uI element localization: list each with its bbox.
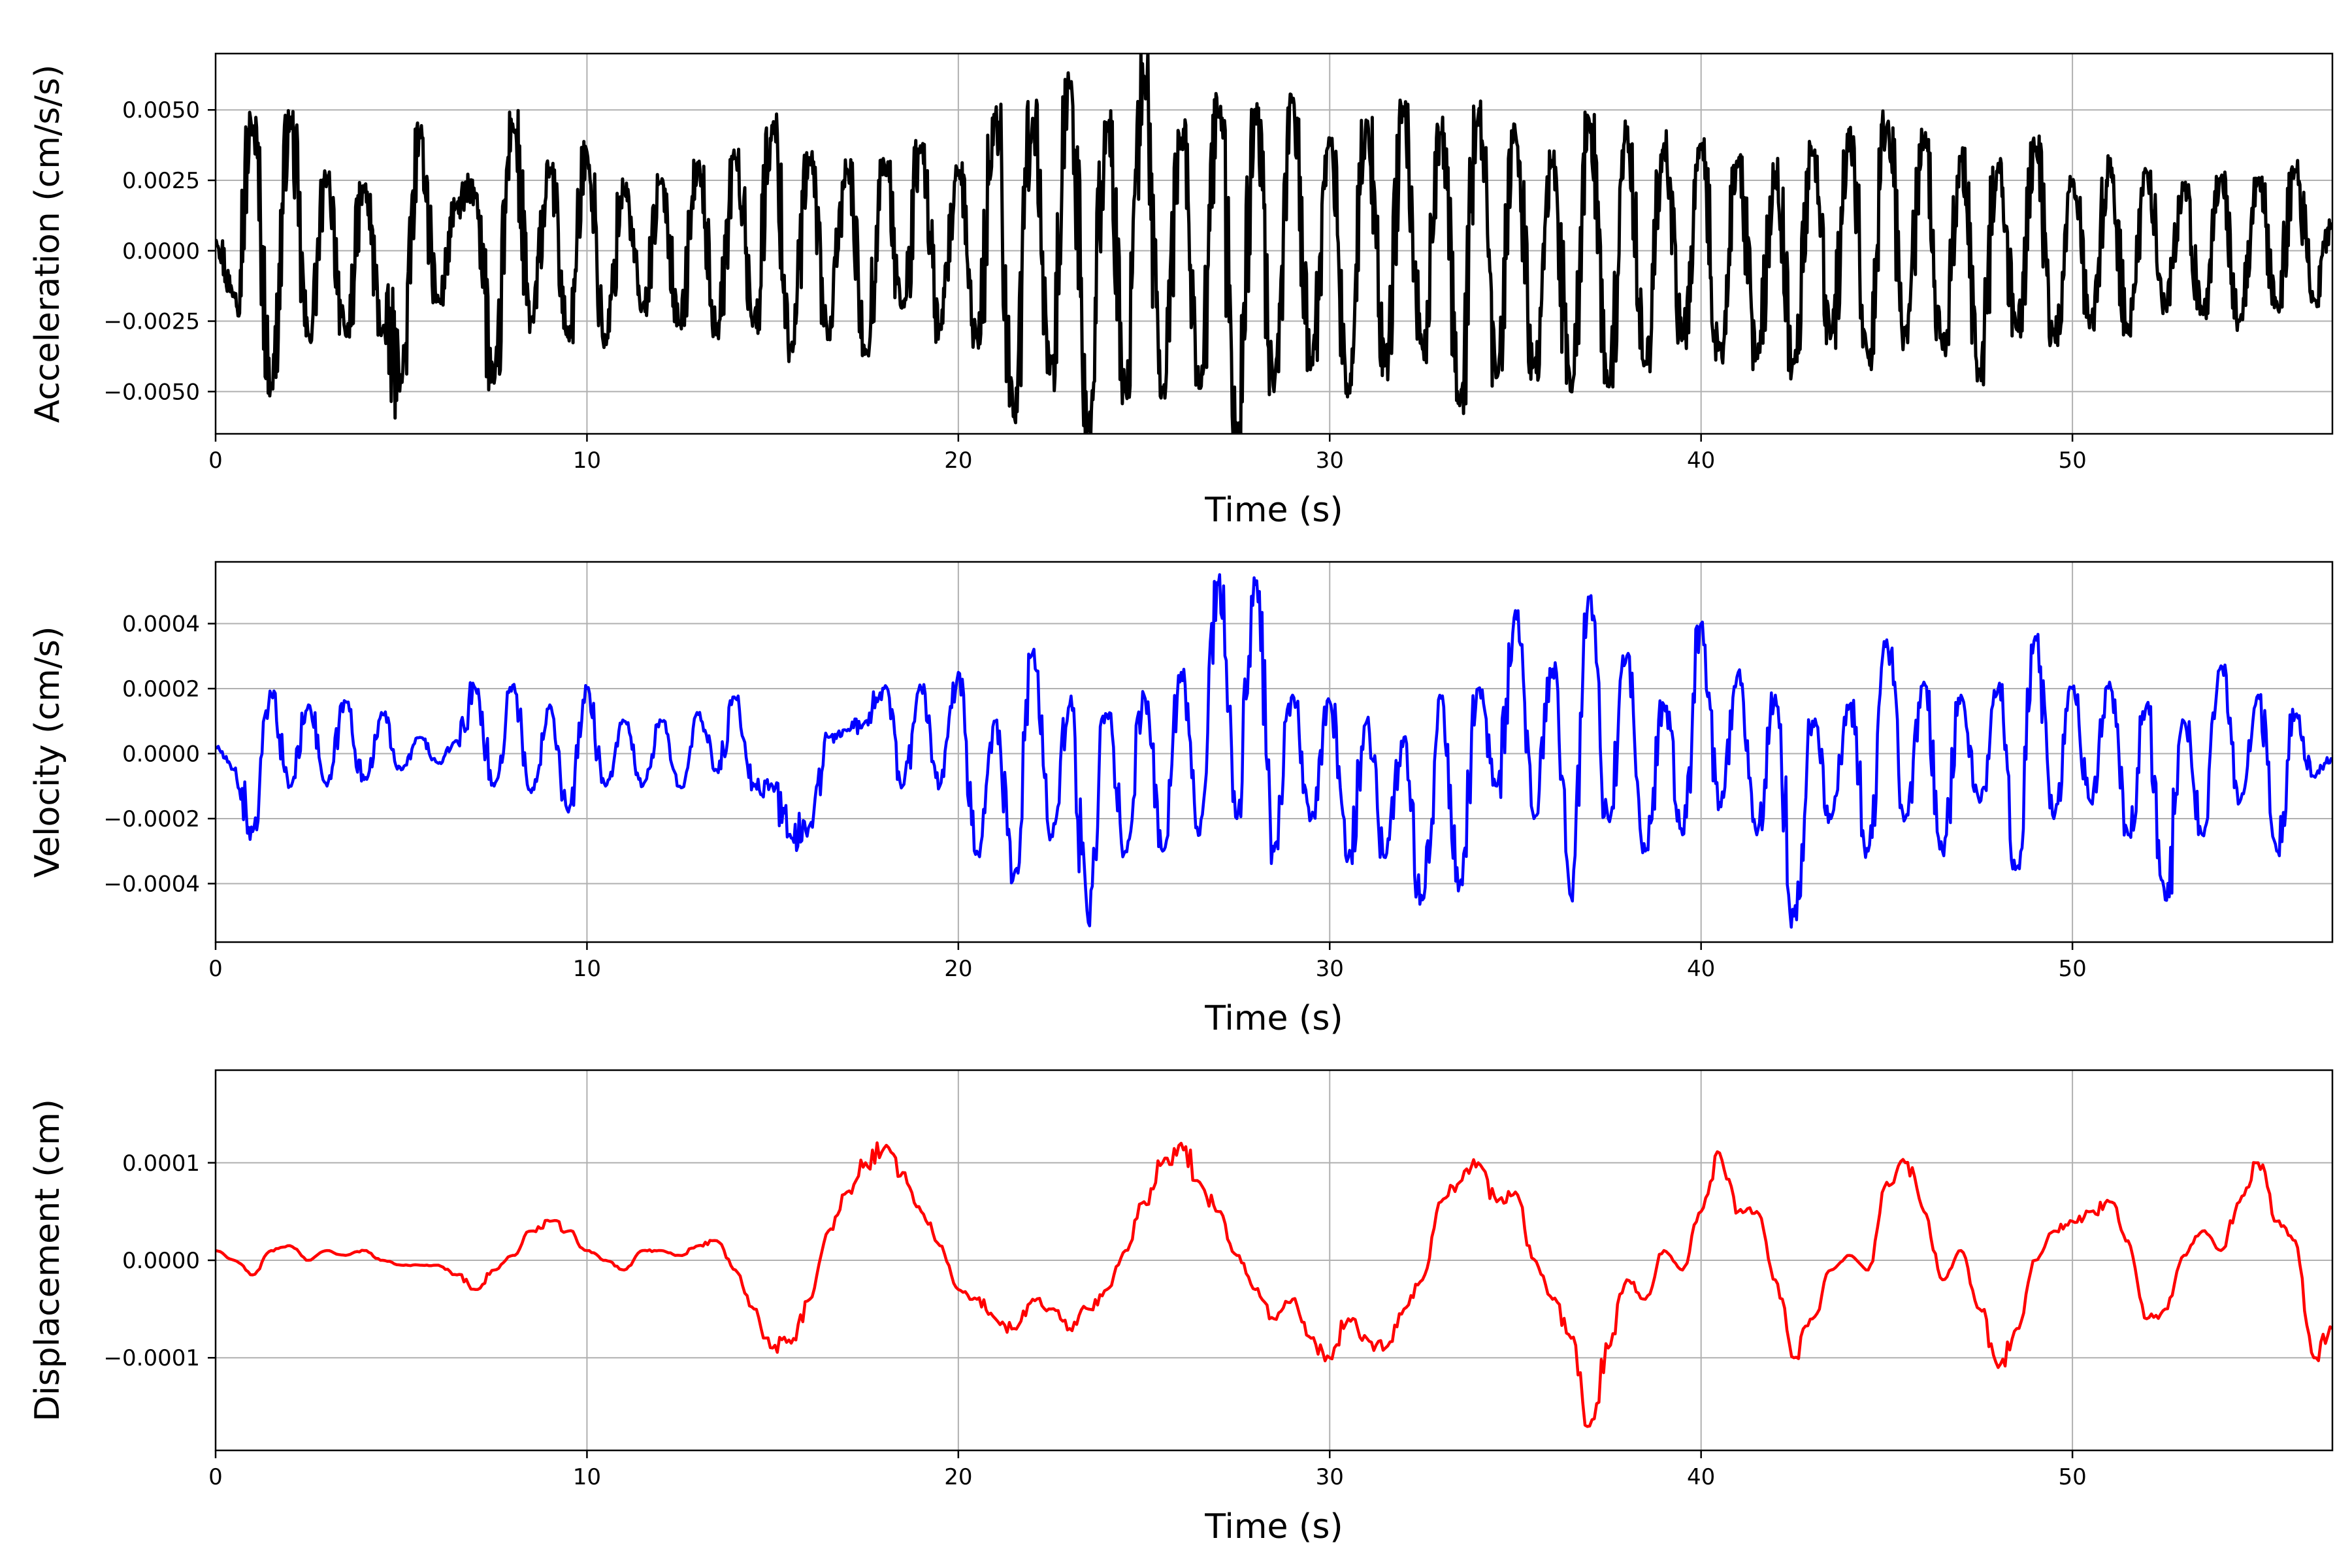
acceleration-xtick-label-1: 10 <box>573 448 601 474</box>
displacement-ytick-label-2: 0.0001 <box>122 1151 200 1177</box>
velocity-xtick-label-3: 30 <box>1316 956 1344 982</box>
acceleration-xtick-label-4: 40 <box>1687 448 1715 474</box>
velocity-xtick-label-1: 10 <box>573 956 601 982</box>
acceleration-xlabel: Time (s) <box>1204 491 1343 530</box>
velocity-ytick-label-4: 0.0004 <box>122 612 200 638</box>
acceleration-ytick-label-2: 0.0000 <box>122 238 200 265</box>
displacement-ytick-label-1: 0.0000 <box>122 1248 200 1274</box>
displacement-xlabel: Time (s) <box>1204 1507 1343 1546</box>
velocity-ylabel: Velocity (cm/s) <box>28 627 67 878</box>
displacement-xtick-label-3: 30 <box>1316 1464 1344 1490</box>
acceleration-ytick-label-4: 0.0050 <box>122 97 200 123</box>
velocity-xlabel: Time (s) <box>1204 999 1343 1038</box>
displacement-xtick-label-4: 40 <box>1687 1464 1715 1490</box>
velocity-ytick-label-0: −0.0004 <box>104 871 200 897</box>
velocity-ytick-label-2: 0.0000 <box>122 741 200 767</box>
acceleration-xtick-label-3: 30 <box>1316 448 1344 474</box>
acceleration-ylabel: Acceleration (cm/s/s) <box>28 65 67 423</box>
velocity-ytick-label-3: 0.0002 <box>122 676 200 702</box>
acceleration-ytick-label-0: −0.0050 <box>104 379 200 405</box>
displacement-xtick-label-2: 20 <box>944 1464 972 1490</box>
acceleration-ytick-label-1: −0.0025 <box>104 309 200 335</box>
displacement-ylabel: Displacement (cm) <box>28 1099 67 1422</box>
displacement-xtick-label-1: 10 <box>573 1464 601 1490</box>
acceleration-plot-frame <box>214 52 2334 435</box>
displacement-xtick-label-5: 50 <box>2058 1464 2086 1490</box>
velocity-plot-frame <box>214 561 2334 943</box>
displacement-series-line <box>216 1141 2332 1428</box>
displacement-chart: 0 10 20 30 40 50 −0.0001 0.0000 0.0001 Time (s) Di… <box>28 1069 2334 1546</box>
velocity-series-line <box>216 573 2332 929</box>
acceleration-xtick-label-0: 0 <box>208 448 223 474</box>
velocity-xtick-label-5: 50 <box>2058 956 2086 982</box>
velocity-xtick-label-2: 20 <box>944 956 972 982</box>
velocity-chart: 0 10 20 30 40 50 −0.0004 −0.0002 0.0000 0.0002 0.0… <box>28 561 2334 1038</box>
acceleration-chart: 0 10 20 30 40 50 −0.0050 −0.0025 0.0000 0.0025 0.0… <box>28 52 2334 530</box>
acceleration-series-line <box>216 54 2332 434</box>
acceleration-xtick-label-5: 50 <box>2058 448 2086 474</box>
acceleration-ytick-label-3: 0.0025 <box>122 168 200 194</box>
displacement-xtick-label-0: 0 <box>208 1464 223 1490</box>
velocity-xtick-label-0: 0 <box>208 956 223 982</box>
velocity-ytick-label-1: −0.0002 <box>104 806 200 832</box>
displacement-ytick-label-0: −0.0001 <box>104 1345 200 1371</box>
velocity-xtick-label-4: 40 <box>1687 956 1715 982</box>
acceleration-xtick-label-2: 20 <box>944 448 972 474</box>
